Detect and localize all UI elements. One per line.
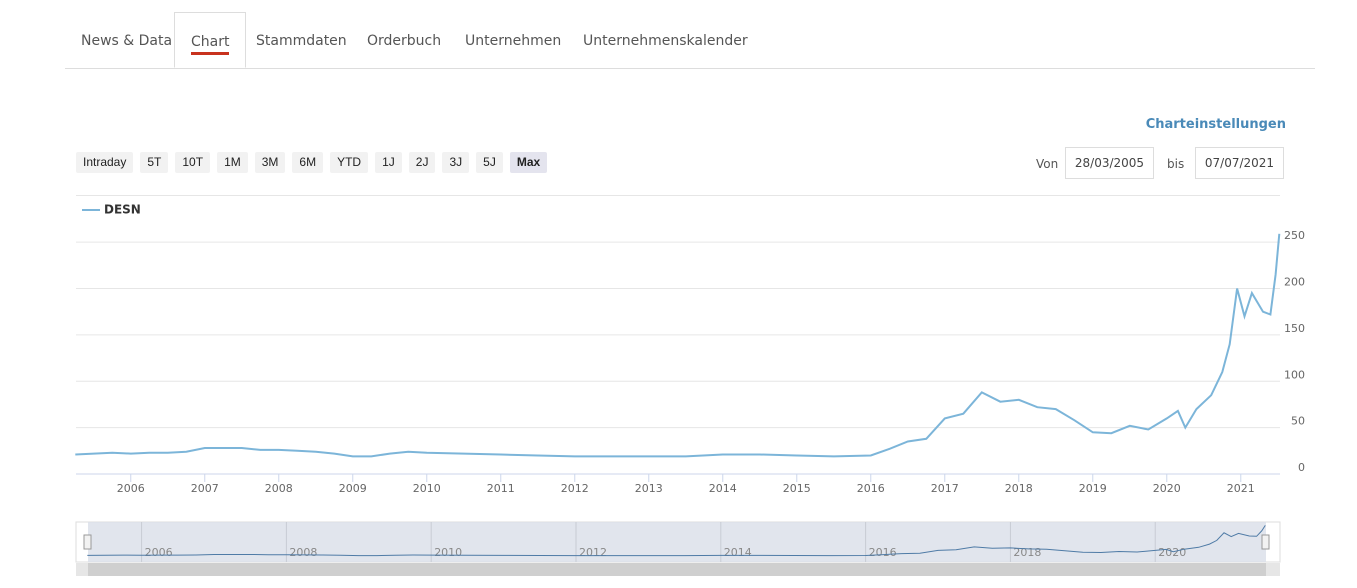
scrollbar <box>76 563 1280 576</box>
x-tick-label: 2006 <box>117 482 145 495</box>
x-tick-label: 2016 <box>857 482 885 495</box>
range-button[interactable]: 1M <box>217 152 248 173</box>
range-button[interactable]: 5T <box>140 152 169 173</box>
tab-divider <box>65 68 1315 69</box>
range-button[interactable]: 3M <box>254 152 286 173</box>
settings-link[interactable]: Charteinstellungen <box>1145 117 1286 132</box>
x-tick-label: 2011 <box>487 482 515 495</box>
x-tick-label: 2021 <box>1227 482 1255 495</box>
y-tick-label: 0 <box>1298 461 1305 474</box>
y-tick-label: 100 <box>1284 368 1305 381</box>
navigator-tick-label: 2014 <box>724 546 752 559</box>
price-line <box>75 233 1281 458</box>
tab[interactable]: Stammdaten <box>256 33 347 49</box>
navigator-tick-label: 2020 <box>1158 546 1186 559</box>
range-button[interactable]: 5J <box>476 152 503 173</box>
range-button[interactable]: 6M <box>292 152 324 173</box>
from-date-input[interactable]: 28/03/2005 <box>1065 147 1154 179</box>
x-tick-label: 2014 <box>709 482 737 495</box>
y-tick-label: 50 <box>1291 415 1305 428</box>
navigator-tick-label: 2012 <box>579 546 607 559</box>
navigator-tick-label: 2008 <box>289 546 317 559</box>
x-tick-label: 2019 <box>1079 482 1107 495</box>
tab[interactable]: Orderbuch <box>367 33 442 49</box>
range-button[interactable]: Intraday <box>76 152 134 173</box>
navigator-tick-label: 2006 <box>145 546 173 559</box>
x-tick-label: 2018 <box>1005 482 1033 495</box>
x-tick-label: 2008 <box>265 482 293 495</box>
tab[interactable]: Chart <box>174 12 247 68</box>
to-date-input[interactable]: 07/07/2021 <box>1195 147 1284 179</box>
navigator-handle[interactable] <box>83 534 92 550</box>
range-button[interactable]: 3J <box>442 152 470 173</box>
y-tick-label: 250 <box>1284 229 1305 242</box>
navigator-line <box>87 525 1266 557</box>
range-button[interactable]: YTD <box>330 152 369 173</box>
tab[interactable]: News & Data <box>81 33 173 49</box>
x-tick-label: 2009 <box>339 482 367 495</box>
x-tick-label: 2020 <box>1153 482 1181 495</box>
x-tick-label: 2010 <box>413 482 441 495</box>
range-button[interactable]: 1J <box>375 152 402 173</box>
navigator-tick-label: 2016 <box>869 546 897 559</box>
tab[interactable]: Unternehmenskalender <box>583 33 748 49</box>
x-tick-label: 2015 <box>783 482 811 495</box>
navigator-handle[interactable] <box>1261 534 1270 550</box>
legend-label: DESN <box>104 203 141 217</box>
x-tick-label: 2012 <box>561 482 589 495</box>
range-button[interactable]: Max <box>509 152 548 173</box>
tab[interactable]: Unternehmen <box>465 33 562 49</box>
x-tick-label: 2017 <box>931 482 959 495</box>
x-tick-label: 2007 <box>191 482 219 495</box>
navigator <box>75 521 1281 563</box>
range-selector: Intraday 5T 10T 1M 3M 6M YTD 1J 2J 3J 5J Max <box>76 152 548 173</box>
to-label: bis <box>1167 157 1185 171</box>
navigator-tick-label: 2018 <box>1013 546 1041 559</box>
navigator-selection <box>88 522 1266 562</box>
from-label: Von <box>1036 157 1059 171</box>
range-button[interactable]: 2J <box>408 152 436 173</box>
navigator-tick-label: 2010 <box>434 546 462 559</box>
x-tick-label: 2013 <box>635 482 663 495</box>
scrollbar-thumb[interactable] <box>88 563 1266 576</box>
range-button[interactable]: 10T <box>175 152 211 173</box>
y-tick-label: 150 <box>1284 322 1305 335</box>
y-tick-label: 200 <box>1284 276 1305 289</box>
